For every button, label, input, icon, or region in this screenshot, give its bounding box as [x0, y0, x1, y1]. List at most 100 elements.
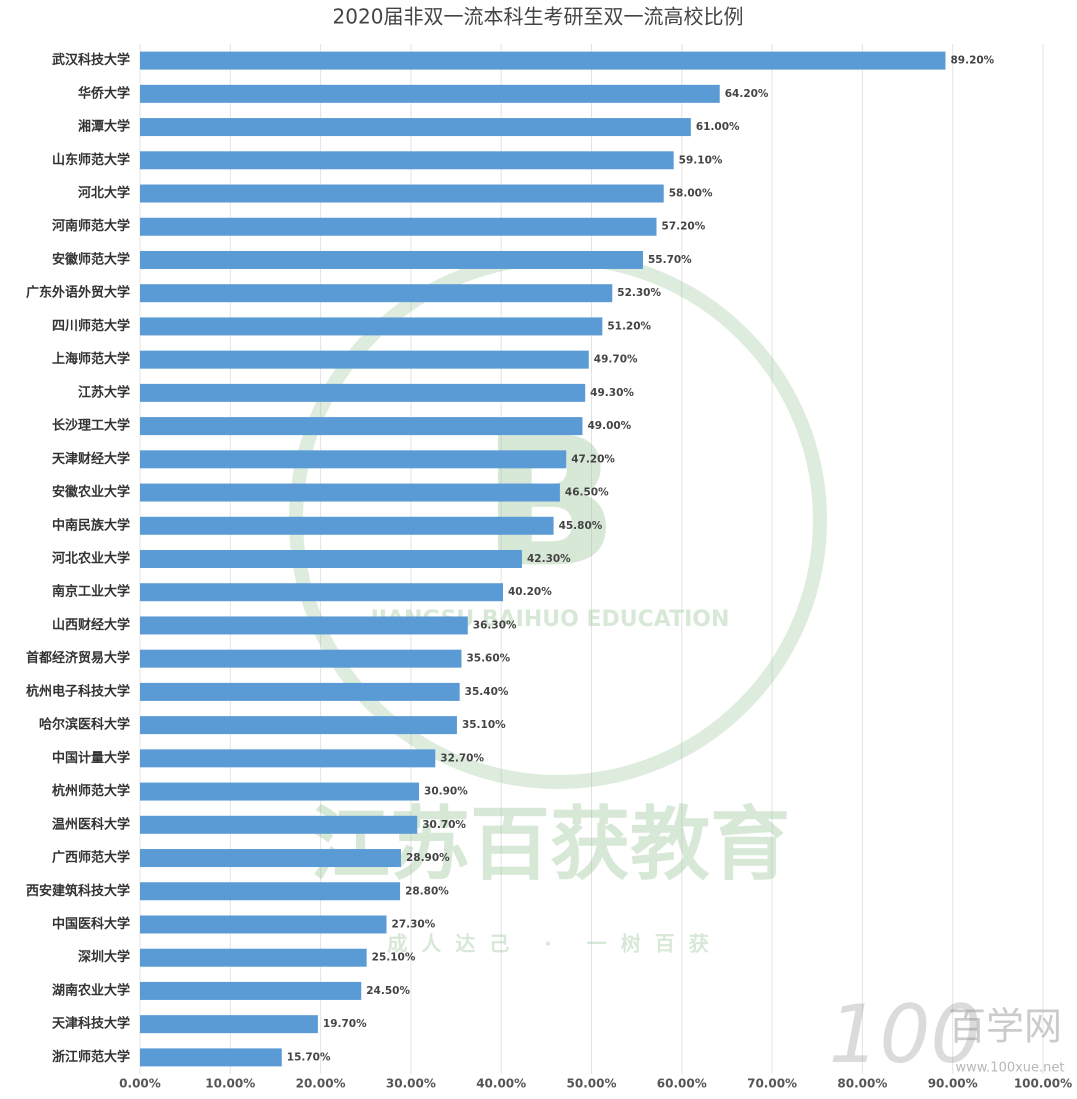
x-tick-label: 0.00%	[119, 1077, 161, 1091]
bar	[140, 550, 522, 568]
watermark-text: www.100xue.net	[955, 1061, 1064, 1076]
category-label: 深圳大学	[78, 949, 130, 965]
x-tick-label: 90.00%	[928, 1077, 978, 1091]
value-label: 58.00%	[669, 188, 713, 200]
value-label: 30.70%	[422, 819, 466, 831]
category-label: 山西财经大学	[52, 617, 130, 633]
category-label: 杭州电子科技大学	[26, 683, 130, 699]
category-label: 四川师范大学	[52, 318, 130, 334]
category-label: 湘潭大学	[78, 119, 130, 135]
value-label: 45.80%	[559, 520, 603, 532]
value-label: 55.70%	[648, 254, 692, 266]
value-label: 15.70%	[287, 1051, 331, 1063]
category-label: 安徽农业大学	[52, 484, 130, 500]
value-label: 49.30%	[590, 387, 634, 399]
value-label: 35.10%	[462, 719, 506, 731]
bar	[140, 716, 457, 735]
category-label: 上海师范大学	[52, 351, 130, 367]
category-label: 西安建筑科技大学	[26, 883, 130, 899]
chart-title: 2020届非双一流本科生考研至双一流高校比例	[333, 5, 744, 29]
bar	[140, 849, 401, 868]
category-label: 温州医科大学	[52, 816, 130, 832]
watermark-logo: 100	[829, 988, 982, 1081]
bar	[140, 250, 643, 269]
category-label: 武汉科技大学	[52, 52, 130, 68]
watermark-text: 江苏百获教育	[310, 798, 790, 891]
watermark-text: 百学网	[948, 1005, 1062, 1049]
category-label: 河北大学	[78, 185, 130, 201]
bar	[140, 882, 401, 901]
bar	[140, 51, 946, 70]
x-tick-label: 70.00%	[747, 1077, 797, 1091]
category-label: 中国计量大学	[52, 750, 130, 766]
value-label: 49.70%	[594, 354, 638, 366]
value-label: 46.50%	[565, 487, 609, 499]
value-label: 19.70%	[323, 1018, 367, 1030]
value-label: 64.20%	[725, 88, 769, 100]
category-label: 首都经济贸易大学	[26, 650, 130, 666]
bar	[140, 948, 367, 967]
category-label: 山东师范大学	[52, 152, 130, 168]
value-label: 57.20%	[662, 221, 706, 233]
bar	[140, 483, 560, 502]
value-label: 30.90%	[424, 786, 468, 798]
bar	[140, 417, 583, 436]
category-label: 湖南农业大学	[52, 982, 130, 998]
value-label: 49.00%	[587, 420, 631, 432]
x-tick-label: 20.00%	[296, 1077, 346, 1091]
bar	[140, 749, 436, 768]
bar	[140, 383, 586, 402]
category-label: 浙江师范大学	[52, 1049, 130, 1065]
category-label: 哈尔滨医科大学	[39, 717, 130, 733]
category-label: 长沙理工大学	[52, 418, 130, 434]
bar	[140, 583, 504, 602]
bar	[140, 151, 674, 170]
bar	[140, 1015, 318, 1034]
category-label: 天津科技大学	[52, 1016, 130, 1032]
category-label: 河南师范大学	[52, 218, 130, 234]
category-label: 安徽师范大学	[52, 251, 130, 267]
bar	[140, 450, 567, 469]
bar	[140, 649, 462, 668]
value-label: 25.10%	[372, 952, 416, 964]
value-label: 28.90%	[406, 852, 450, 864]
x-tick-label: 80.00%	[837, 1077, 887, 1091]
value-label: 28.80%	[405, 885, 449, 897]
category-label: 中国医科大学	[52, 916, 130, 932]
bar	[140, 616, 468, 635]
bar	[140, 682, 460, 701]
value-label: 32.70%	[440, 752, 484, 764]
bar	[140, 217, 657, 236]
x-tick-label: 100.00%	[1014, 1077, 1072, 1091]
category-label: 杭州师范大学	[52, 783, 130, 799]
value-label: 42.30%	[527, 553, 571, 565]
bar	[140, 915, 387, 934]
watermark-text: 成人达己 · 一树百获	[387, 932, 723, 956]
category-label: 中南民族大学	[52, 517, 130, 533]
value-label: 40.20%	[508, 586, 552, 598]
bar	[140, 118, 691, 137]
bar	[140, 516, 554, 535]
bar	[140, 317, 603, 336]
value-label: 51.20%	[607, 320, 651, 332]
category-label: 河北农业大学	[52, 551, 130, 567]
value-label: 36.30%	[473, 619, 517, 631]
bar	[140, 84, 720, 103]
x-tick-label: 60.00%	[657, 1077, 707, 1091]
value-label: 59.10%	[679, 154, 723, 166]
x-tick-label: 40.00%	[476, 1077, 526, 1091]
category-label: 华侨大学	[78, 85, 130, 101]
x-tick-label: 50.00%	[567, 1077, 617, 1091]
bar	[140, 350, 589, 369]
value-label: 52.30%	[617, 287, 661, 299]
bar	[140, 815, 418, 834]
bar	[140, 981, 362, 1000]
bar	[140, 284, 613, 303]
value-label: 27.30%	[392, 918, 436, 930]
bar	[140, 184, 664, 203]
value-label: 89.20%	[950, 55, 994, 67]
value-label: 35.40%	[465, 686, 509, 698]
category-label: 江苏大学	[78, 384, 130, 400]
bar	[140, 1048, 282, 1067]
